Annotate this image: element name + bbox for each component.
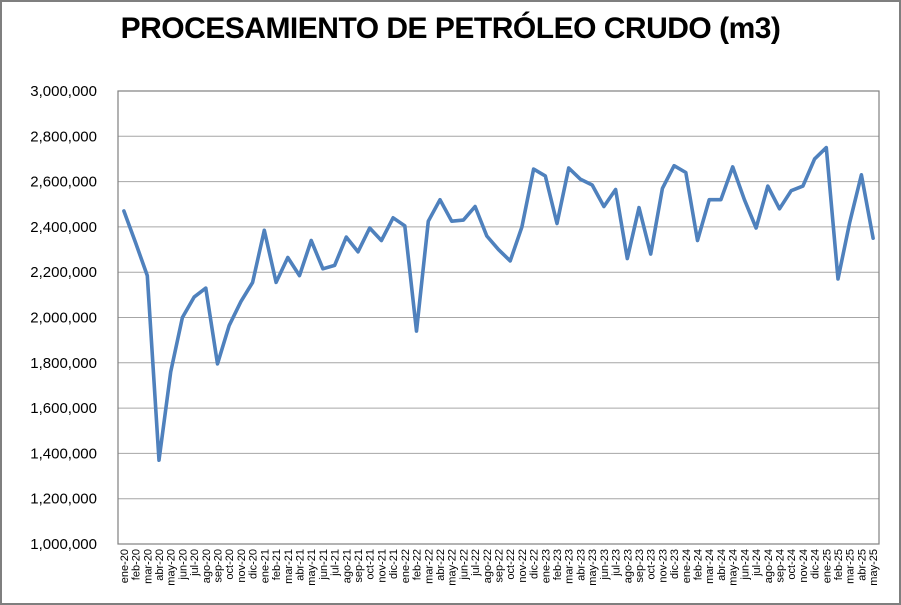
x-tick-label: ene-21 [259,549,271,583]
x-tick-label: may-25 [868,549,880,586]
x-tick-label: ago-21 [341,549,353,583]
x-tick-label: feb-22 [412,549,424,580]
x-tick-label: mar-22 [423,549,435,584]
x-tick-label: may-23 [587,549,599,586]
x-tick-label: dic-24 [810,549,822,579]
x-tick-label: ene-24 [681,549,693,583]
x-tick-label: jul-24 [751,549,763,577]
x-tick-label: jun-21 [318,549,330,581]
x-tick-label: nov-21 [376,549,388,583]
plot-area [117,90,880,545]
x-tick-label: sep-20 [213,549,225,583]
x-axis-labels: ene-20 feb-20 mar-20 abr-20 may-20 jun-20 jul-… [119,549,880,586]
x-tick-label: ago-22 [482,549,494,583]
x-tick-label: ago-20 [201,549,213,583]
x-tick-label: ago-24 [763,549,775,583]
x-tick-label: mar-21 [283,549,295,584]
x-tick-label: abr-21 [294,549,306,581]
x-tick-label: nov-22 [517,549,529,583]
x-tick-label: oct-23 [646,549,658,580]
x-tick-label: jun-23 [599,549,611,581]
x-tick-label: jun-22 [458,549,470,581]
y-tick-label: 1,600,000 [30,400,97,417]
x-tick-label: may-22 [447,549,459,586]
x-tick-label: abr-20 [154,549,166,581]
x-tick-label: nov-24 [798,549,810,583]
gridlines [118,135,879,500]
x-tick-label: nov-20 [236,549,248,583]
x-tick-label: sep-23 [634,549,646,583]
y-axis-labels: 1,000,000 1,200,000 1,400,000 1,600,000 1,80… [30,83,97,553]
x-tick-label: dic-21 [388,549,400,579]
x-tick-label: feb-23 [552,549,564,580]
x-tick-label: ene-20 [119,549,131,583]
y-tick-label: 1,800,000 [30,355,97,372]
x-tick-label: sep-24 [774,549,786,583]
y-tick-label: 2,000,000 [30,310,97,327]
x-tick-label: abr-23 [575,549,587,581]
x-tick-label: may-20 [166,549,178,586]
x-tick-label: jul-21 [330,549,342,577]
y-tick-label: 2,600,000 [30,174,97,191]
x-tick-label: feb-24 [693,549,705,580]
x-tick-label: may-24 [728,549,740,586]
x-tick-label: sep-22 [494,549,506,583]
x-tick-label: oct-24 [786,549,798,580]
y-tick-label: 1,400,000 [30,445,97,462]
x-tick-label: oct-21 [365,549,377,580]
chart-title: PROCESAMIENTO DE PETRÓLEO CRUDO (m3) [120,12,781,45]
x-tick-label: oct-22 [505,549,517,580]
x-tick-label: dic-20 [248,549,260,579]
y-tick-label: 2,200,000 [30,264,97,281]
x-tick-label: mar-24 [704,549,716,584]
x-tick-label: jul-22 [470,549,482,577]
y-tick-label: 2,800,000 [30,128,97,145]
x-tick-label: abr-22 [435,549,447,581]
x-tick-label: dic-23 [669,549,681,579]
x-tick-label: mar-25 [845,549,857,584]
x-tick-label: jun-24 [739,549,751,581]
y-tick-label: 3,000,000 [30,83,97,100]
x-tick-label: ene-25 [821,549,833,583]
y-tick-label: 1,200,000 [30,491,97,508]
x-tick-label: abr-25 [856,549,868,581]
x-tick-label: may-21 [306,549,318,586]
x-tick-label: mar-20 [142,549,154,584]
x-tick-label: feb-21 [271,549,283,580]
x-tick-label: ene-22 [400,549,412,583]
x-tick-label: jul-23 [611,549,623,577]
y-tick-label: 1,000,000 [30,536,97,553]
x-tick-label: feb-20 [131,549,143,580]
x-tick-label: abr-24 [716,549,728,581]
x-tick-label: jun-20 [177,549,189,581]
data-series-line [122,145,875,463]
y-tick-label: 2,400,000 [30,219,97,236]
x-tick-label: sep-21 [353,549,365,583]
x-tick-label: feb-25 [833,549,845,580]
x-tick-label: ago-23 [622,549,634,583]
x-tick-label: mar-23 [564,549,576,584]
x-tick-label: dic-22 [529,549,541,579]
x-tick-label: nov-23 [657,549,669,583]
x-tick-label: ene-23 [540,549,552,583]
x-tick-label: oct-20 [224,549,236,580]
x-tick-label: jul-20 [189,549,201,577]
